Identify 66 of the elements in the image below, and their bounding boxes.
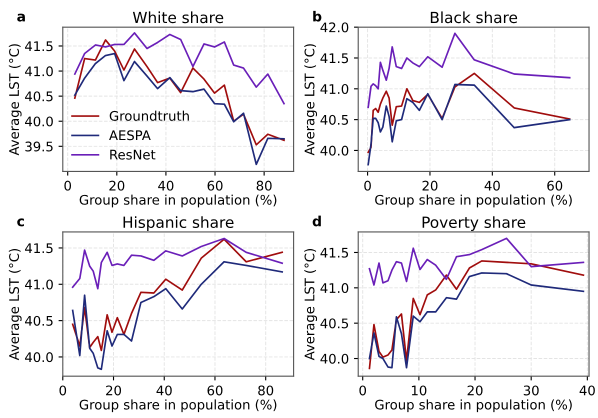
line-series [72, 260, 284, 370]
y-tick-label: 40.0 [25, 352, 53, 362]
x-tick-label: 20 [422, 180, 438, 191]
y-tick-label: 41.5 [320, 248, 348, 258]
x-axis-title: Group share in population (%) [375, 399, 572, 412]
x-tick-label: 20 [106, 385, 122, 396]
line-series [74, 52, 285, 166]
y-tick-label: 40.5 [320, 114, 348, 125]
legend-label: AESPA [109, 130, 151, 140]
y-tick-label: 40.0 [320, 146, 348, 156]
line-series [72, 238, 284, 290]
line-series [74, 39, 285, 146]
text: a [17, 14, 25, 22]
chart-title: Hispanic share [124, 216, 234, 231]
line-series [72, 238, 284, 352]
y-tick-label: 39.5 [25, 142, 53, 152]
x-tick-label: 40 [484, 180, 500, 191]
chart-title: Poverty share [422, 216, 526, 231]
y-axis-title: Average LST (°C) [304, 248, 318, 360]
y-axis-title: Average LST (°C) [8, 44, 22, 156]
x-axis-title: Group share in population (%) [80, 194, 276, 208]
y-axis-title: Average LST (°C) [304, 44, 318, 156]
line-series [367, 32, 571, 108]
y-tick-label: 42.0 [320, 22, 348, 32]
y-tick-label: 40.0 [25, 116, 53, 126]
y-tick-label: 40.5 [320, 318, 348, 328]
y-tick-label: 40.5 [25, 91, 53, 102]
line-series [74, 32, 285, 105]
x-axis-title: Group share in population (%) [80, 399, 276, 412]
chart-title: Black share [430, 11, 518, 24]
y-tick-label: 41.0 [320, 84, 348, 94]
y-tick-label: 41.5 [25, 41, 53, 52]
x-tick-label: 0 [359, 385, 366, 396]
x-tick-label: 80 [258, 385, 274, 396]
x-tick-label: 20 [109, 180, 124, 191]
x-tick-label: 40 [580, 385, 595, 396]
y-tick-label: 40.0 [320, 354, 348, 364]
line-series [367, 84, 571, 166]
x-tick-label: 40 [158, 180, 174, 191]
x-tick-label: 30 [524, 385, 539, 396]
x-tick-label: 60 [207, 385, 222, 396]
legend-label: ResNet [110, 150, 156, 160]
x-axis-title: Group share in population (%) [375, 194, 572, 208]
y-axis-title: Average LST (°C) [8, 248, 22, 360]
x-tick-label: 0 [59, 385, 66, 396]
text: d [312, 216, 321, 226]
y-tick-label: 40.5 [25, 316, 53, 326]
line-series [368, 238, 584, 286]
line-series [367, 72, 571, 154]
x-tick-label: 20 [468, 385, 483, 396]
text: c [17, 218, 24, 226]
x-tick-label: 60 [547, 180, 562, 191]
text: b [313, 10, 322, 22]
x-tick-label: 0 [64, 180, 72, 191]
legend-label: Groundtruth [110, 110, 189, 121]
y-tick-label: 41.0 [320, 283, 348, 294]
x-tick-label: 80 [256, 180, 272, 191]
x-tick-label: 10 [412, 385, 426, 396]
y-tick-label: 41.0 [25, 66, 53, 76]
y-tick-label: 41.0 [25, 280, 53, 290]
x-tick-label: 0 [364, 180, 371, 191]
y-tick-label: 41.5 [320, 53, 348, 64]
chart-title: White share [132, 11, 224, 24]
x-tick-label: 60 [208, 180, 223, 191]
x-tick-label: 40 [156, 385, 172, 396]
y-tick-label: 41.5 [25, 243, 53, 254]
